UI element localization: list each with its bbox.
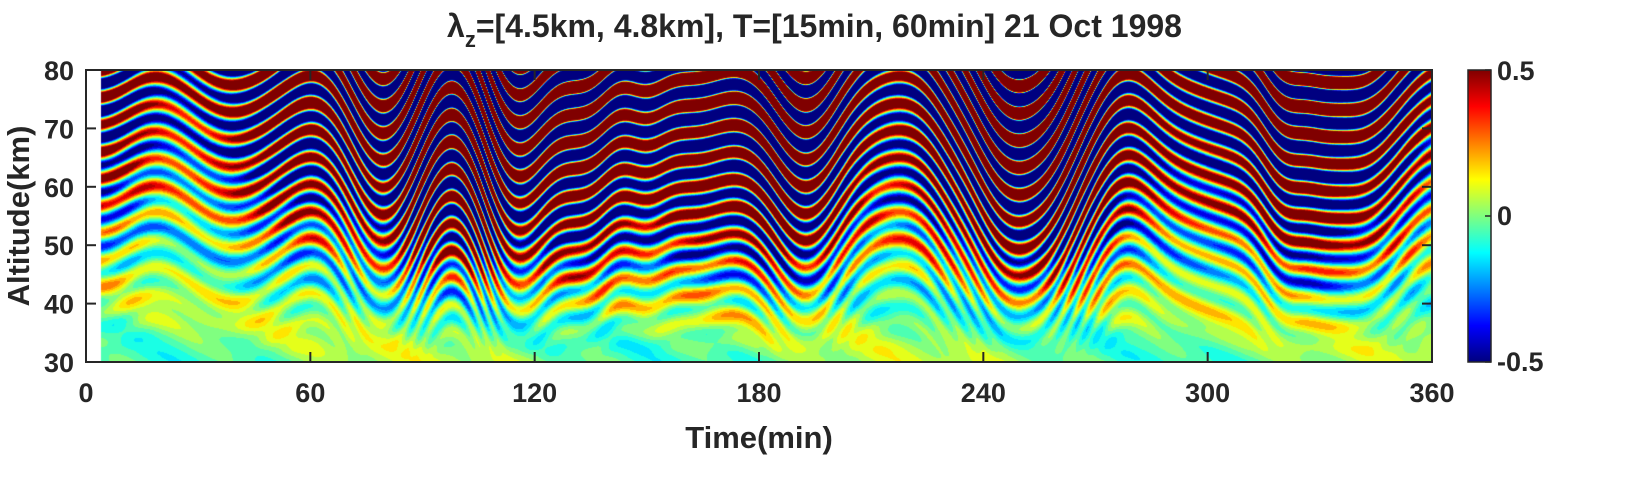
- y-axis-label: Altitude(km): [1, 126, 36, 307]
- y-axis: 30 40 50 60 70 80: [44, 56, 1432, 378]
- x-tick-label: 120: [512, 378, 557, 408]
- colorbar-ticks: 0.5 0 -0.5: [1485, 56, 1544, 377]
- x-tick-label: 360: [1409, 378, 1454, 408]
- colorbar-tick-label: -0.5: [1497, 347, 1544, 377]
- title-subscript: z: [464, 27, 476, 52]
- x-tick-label: 300: [1185, 378, 1230, 408]
- title-text: =[4.5km, 4.8km], T=[15min, 60min] 21 Oct…: [475, 8, 1182, 44]
- y-tick-label: 60: [44, 173, 74, 203]
- y-tick-label: 40: [44, 290, 74, 320]
- contour-field: [86, 70, 1432, 362]
- x-tick-label: 240: [961, 378, 1006, 408]
- x-axis-label: Time(min): [685, 420, 833, 455]
- title-symbol: λ: [447, 8, 465, 44]
- colorbar-tick-label: 0.5: [1497, 56, 1535, 86]
- y-tick-label: 30: [44, 348, 74, 378]
- y-tick-label: 80: [44, 56, 74, 86]
- chart-title: λz=[4.5km, 4.8km], T=[15min, 60min] 21 O…: [0, 8, 1629, 52]
- colorbar-tick-label: 0: [1497, 201, 1512, 231]
- x-tick-label: 0: [78, 378, 93, 408]
- y-tick-label: 50: [44, 231, 74, 261]
- x-tick-label: 60: [295, 378, 325, 408]
- x-tick-label: 180: [736, 378, 781, 408]
- x-axis: 0 60 120 180 240 300 360: [78, 70, 1455, 408]
- y-tick-label: 70: [44, 114, 74, 144]
